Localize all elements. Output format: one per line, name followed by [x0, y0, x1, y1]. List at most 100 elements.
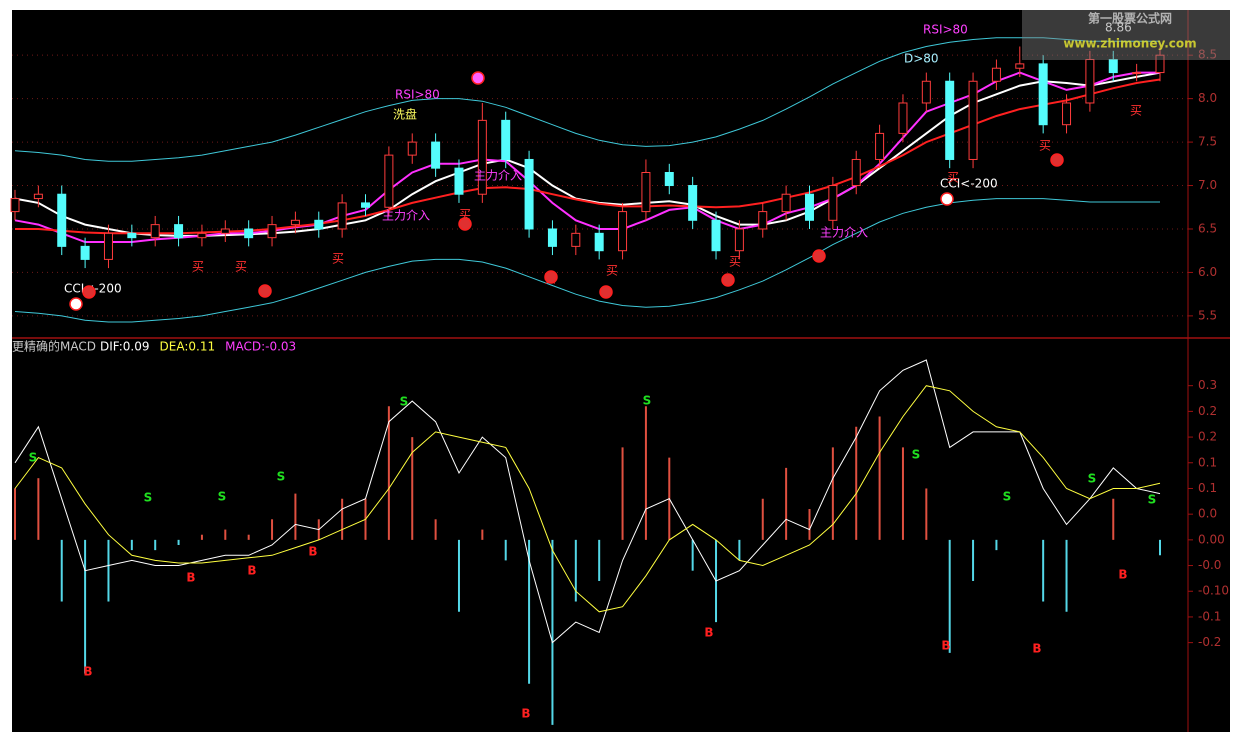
signal-label: S [643, 394, 652, 408]
y-tick-label: 0.1 [1198, 455, 1217, 469]
signal-icon [940, 192, 954, 206]
candle-body [33, 193, 43, 200]
candle-body [80, 245, 90, 260]
candle-body [1015, 63, 1025, 69]
candle-body [547, 228, 557, 247]
candle-body [875, 132, 885, 160]
candle-body [781, 193, 791, 213]
candle-body [1062, 102, 1072, 126]
annotation: 主力介入 [820, 226, 868, 240]
signal-icon [471, 71, 485, 85]
macd-line [14, 385, 1161, 613]
legend-entry: MACD:-0.03 [225, 340, 296, 354]
signal-label: S [218, 490, 227, 504]
annotation: 买 [332, 252, 344, 266]
annotation: 买 [729, 255, 741, 269]
y-tick-label: -0.1 [1198, 609, 1221, 623]
signal-icon [721, 273, 735, 287]
signal-icon [69, 297, 83, 311]
y-tick-label: 0.00 [1198, 532, 1225, 546]
candle-body [267, 224, 277, 239]
signal-label: B [704, 626, 713, 640]
y-tick-label: 0.0 [1198, 507, 1217, 521]
signal-label: B [1118, 568, 1127, 582]
y-tick-label: 6.5 [1198, 221, 1217, 235]
candle-body [1085, 59, 1095, 104]
chart-background [12, 10, 1230, 732]
candle-body [454, 167, 464, 195]
annotation: 买 [1039, 139, 1051, 153]
annotation: 8.86 [1105, 21, 1132, 35]
candle-body [641, 172, 651, 213]
signal-label: S [400, 395, 409, 409]
signal-label: S [1148, 493, 1157, 507]
moving-average-line [14, 37, 1160, 162]
y-tick-label: 0.3 [1198, 378, 1217, 392]
candle-body [828, 185, 838, 221]
candle-body [945, 80, 955, 160]
candle-body [127, 232, 137, 239]
watermark: 第一股票公式网 [1088, 11, 1172, 26]
signal-label: B [186, 571, 195, 585]
candle-body [734, 228, 744, 252]
candle-body [501, 119, 511, 160]
y-tick-label: 0.2 [1198, 404, 1217, 418]
signal-icon [599, 285, 613, 299]
annotation: 买 [192, 260, 204, 274]
candle-body [431, 141, 441, 169]
candle-body [197, 232, 207, 239]
y-tick-label: 7.0 [1198, 178, 1217, 192]
signal-label: S [144, 491, 153, 505]
signal-label: S [1088, 472, 1097, 486]
candle-body [664, 172, 674, 187]
candle-body [688, 185, 698, 221]
candle-body [314, 219, 324, 230]
annotation: 主力介入 [382, 209, 430, 223]
annotation: 买 [235, 260, 247, 274]
y-tick-label: -0.10 [1198, 584, 1229, 598]
candle-body [407, 141, 417, 156]
candle-body [150, 224, 160, 239]
y-tick-label: 7.5 [1198, 135, 1217, 149]
candle-body [594, 232, 604, 252]
candle-body [1038, 63, 1048, 126]
signal-icon [544, 270, 558, 284]
macd-title: 更精确的MACD [12, 339, 96, 354]
candle-body [618, 211, 628, 252]
candle-body [851, 158, 861, 187]
legend-entry: DEA:0.11 [160, 340, 216, 354]
candle-body [361, 202, 371, 208]
candle-body [220, 228, 230, 234]
candle-body [804, 193, 814, 221]
candle-body [57, 193, 67, 247]
signal-icon [458, 217, 472, 231]
candle-body [898, 102, 908, 134]
candle-body [244, 228, 254, 239]
signal-label: S [277, 470, 286, 484]
signal-icon [1050, 153, 1064, 167]
signal-icon [258, 284, 272, 298]
annotation: D>80 [904, 52, 939, 66]
candle-body [991, 67, 1001, 82]
signal-label: B [83, 665, 92, 679]
annotation: RSI>80 [923, 23, 968, 37]
signal-label: B [308, 545, 317, 559]
candle-body [758, 211, 768, 230]
candle-body [1108, 59, 1118, 74]
candle-body [384, 154, 394, 208]
signal-label: B [247, 564, 256, 578]
signal-icon [82, 285, 96, 299]
annotation: 买 [1130, 104, 1142, 118]
y-tick-label: 8.5 [1198, 48, 1217, 62]
annotation: CCI<-200 [940, 177, 998, 191]
y-tick-label: -0.2 [1198, 635, 1221, 649]
legend-entry: DIF:0.09 [100, 340, 150, 354]
signal-label: B [941, 639, 950, 653]
signal-label: B [521, 707, 530, 721]
signal-label: S [912, 448, 921, 462]
candle-body [10, 198, 20, 213]
candle-body [921, 80, 931, 104]
candle-body [1155, 54, 1165, 74]
